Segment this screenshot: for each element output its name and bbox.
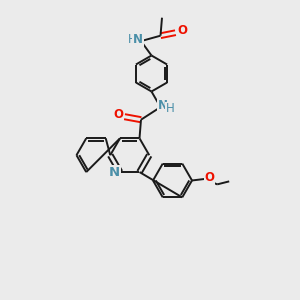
Text: O: O <box>113 108 124 121</box>
Text: N: N <box>109 166 120 179</box>
Text: N: N <box>133 33 143 46</box>
Text: O: O <box>205 171 215 184</box>
Text: O: O <box>177 24 187 38</box>
Text: H: H <box>128 33 137 46</box>
Text: H: H <box>166 102 175 116</box>
Text: N: N <box>158 99 168 112</box>
